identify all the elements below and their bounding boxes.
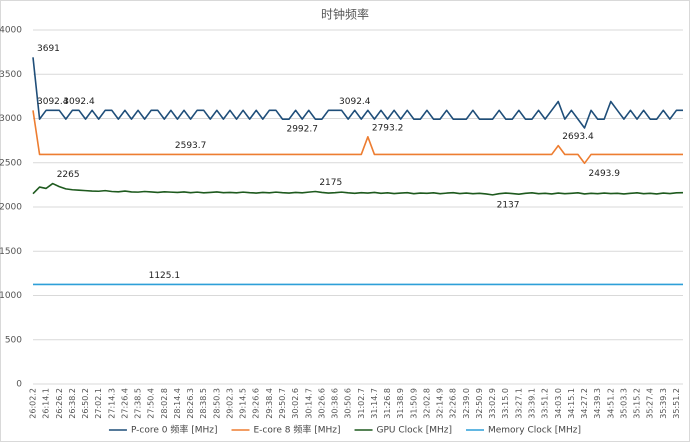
- x-tick-label: 34:03.0: [554, 388, 563, 419]
- legend-label: Memory Clock [MHz]: [488, 426, 581, 436]
- legend-label: P-core 0 频率 [MHz]: [131, 424, 218, 436]
- x-tick-label: 28:26.3: [186, 388, 195, 419]
- data-label: 2992.7: [286, 125, 318, 135]
- x-tick-label: 32:39.0: [462, 388, 471, 419]
- data-label: 3092.4: [63, 97, 95, 107]
- x-tick-label: 35:39.3: [659, 388, 668, 419]
- y-tick-label: 500: [5, 335, 22, 345]
- x-tick-label: 34:27.2: [580, 388, 589, 419]
- x-tick-label: 30:02.6: [291, 388, 300, 419]
- x-tick-label: 31:50.9: [409, 388, 418, 419]
- x-tick-label: 34:15.1: [567, 388, 576, 419]
- x-tick-label: 33:51.2: [541, 388, 550, 419]
- y-tick-label: 1000: [0, 291, 22, 301]
- series-line: [32, 110, 683, 165]
- data-label: 3092.4: [37, 97, 69, 107]
- x-tick-label: 34:39.3: [593, 388, 602, 419]
- x-tick-label: 26:38.2: [68, 388, 77, 419]
- y-tick-label: 3000: [0, 114, 22, 124]
- x-tick-label: 30:50.6: [344, 388, 353, 419]
- data-label: 2137: [497, 200, 520, 210]
- x-tick-label: 32:14.9: [436, 388, 445, 419]
- data-label: 2693.4: [562, 132, 594, 142]
- x-tick-label: 35:51.2: [672, 388, 681, 419]
- data-label: 2793.2: [372, 123, 404, 133]
- data-label: 2265: [57, 170, 80, 180]
- x-tick-label: 30:38.6: [331, 388, 340, 419]
- x-tick-label: 31:14.7: [370, 388, 379, 419]
- x-tick-label: 29:02.3: [225, 388, 234, 419]
- x-tick-label: 28:14.4: [173, 388, 182, 419]
- x-tick-label: 29:14.5: [239, 388, 248, 419]
- x-tick-label: 32:50.9: [475, 388, 484, 419]
- x-tick-label: 27:50.4: [147, 388, 156, 419]
- x-tick-label: 30:14.7: [304, 388, 313, 419]
- x-tick-label: 26:26.2: [55, 388, 64, 419]
- x-tick-label: 31:02.7: [357, 388, 366, 419]
- x-tick-label: 28:02.8: [160, 388, 169, 419]
- legend-label: E-core 8 频率 [MHz]: [254, 424, 341, 436]
- x-tick-label: 32:02.8: [422, 388, 431, 419]
- x-tick-label: 33:27.1: [514, 388, 523, 419]
- x-tick-label: 27:26.4: [120, 388, 129, 419]
- data-label: 2593.7: [175, 141, 207, 151]
- series-line: [32, 182, 684, 196]
- x-tick-label: 26:02.2: [29, 388, 38, 419]
- legend-label: GPU Clock [MHz]: [377, 426, 452, 436]
- x-tick-label: 28:50.3: [212, 388, 221, 419]
- x-tick-label: 35:15.2: [633, 388, 642, 419]
- x-tick-label: 29:26.6: [252, 388, 261, 419]
- x-tick-label: 29:50.7: [278, 388, 287, 419]
- data-label: 3691: [37, 44, 60, 54]
- x-tick-label: 28:38.5: [199, 388, 208, 419]
- y-tick-label: 0: [16, 380, 22, 390]
- x-tick-label: 27:14.3: [107, 388, 116, 419]
- x-tick-label: 27:38.5: [134, 388, 143, 419]
- x-tick-label: 32:26.8: [449, 388, 458, 419]
- x-tick-label: 31:26.8: [383, 388, 392, 419]
- y-tick-label: 4000: [0, 26, 22, 36]
- x-tick-label: 33:15.0: [501, 388, 510, 419]
- x-tick-label: 31:38.9: [396, 388, 405, 419]
- data-label: 2493.9: [589, 169, 621, 179]
- series-line: [32, 57, 683, 129]
- data-label: 2175: [319, 178, 342, 188]
- x-tick-label: 27:02.1: [94, 388, 103, 419]
- x-tick-label: 35:03.3: [619, 388, 628, 419]
- x-tick-label: 33:02.9: [488, 388, 497, 419]
- data-label: 3092.4: [339, 97, 371, 107]
- x-tick-label: 30:26.6: [317, 388, 326, 419]
- x-tick-label: 34:51.2: [606, 388, 615, 419]
- x-tick-label: 29:38.4: [265, 388, 274, 419]
- x-tick-label: 26:50.2: [81, 388, 90, 419]
- y-tick-label: 3500: [0, 70, 22, 80]
- y-tick-label: 2000: [0, 203, 22, 213]
- y-tick-label: 2500: [0, 158, 22, 168]
- x-tick-label: 33:39.1: [527, 388, 536, 419]
- x-tick-label: 35:27.4: [646, 388, 655, 419]
- x-tick-label: 26:14.1: [42, 388, 51, 419]
- chart-title: 时钟频率: [321, 7, 369, 22]
- data-label: 1125.1: [149, 271, 181, 281]
- y-tick-label: 1500: [0, 247, 22, 257]
